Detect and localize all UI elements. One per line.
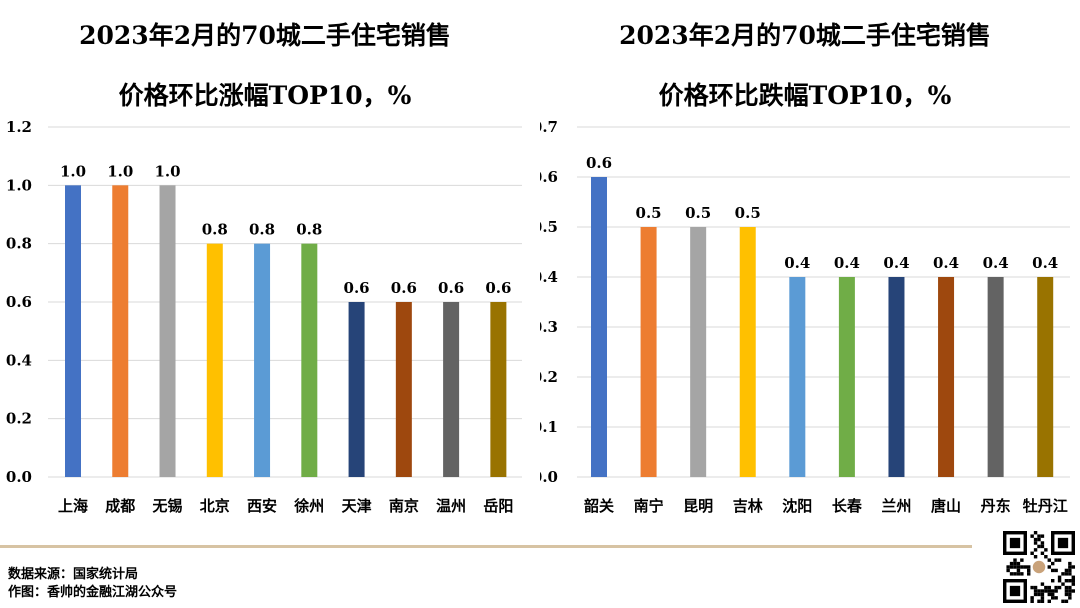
data-label: 0.6 (391, 279, 417, 297)
bar (739, 227, 756, 477)
category-label: 岳阳 (483, 497, 513, 515)
chart-title-right: 2023年2月的70城二手住宅销售 价格环比跌幅TOP10，% (570, 6, 1040, 126)
data-label: 0.5 (735, 204, 761, 222)
category-label: 温州 (436, 497, 466, 515)
bar (938, 277, 955, 477)
y-tick-label: 0.5 (540, 218, 558, 236)
data-label: 0.4 (784, 254, 810, 272)
category-label: 长春 (832, 497, 862, 515)
bar (206, 243, 223, 477)
chart-title-left-line1: 2023年2月的70城二手住宅销售 (79, 21, 451, 50)
bar (65, 185, 81, 478)
data-label: 0.4 (883, 254, 909, 272)
bar (888, 277, 905, 477)
data-label: 0.4 (933, 254, 959, 272)
category-label: 成都 (105, 497, 135, 515)
y-tick-label: 0.1 (540, 418, 558, 436)
category-label: 无锡 (152, 497, 183, 515)
bar (348, 302, 365, 477)
category-label: 南京 (389, 497, 419, 515)
data-label: 0.6 (344, 279, 370, 297)
category-label: 沈阳 (782, 497, 812, 515)
bar (987, 277, 1004, 477)
bar (443, 302, 460, 477)
y-tick-label: 0.3 (540, 318, 558, 336)
data-label: 1.0 (154, 162, 180, 180)
y-tick-label: 0.0 (6, 468, 32, 486)
bar (301, 243, 318, 477)
bar (490, 302, 507, 477)
bar (1037, 277, 1054, 477)
y-tick-label: 0.4 (540, 268, 558, 286)
category-label: 南宁 (634, 497, 664, 515)
bar (690, 227, 707, 477)
y-tick-label: 1.2 (6, 118, 32, 136)
bar (640, 227, 657, 477)
category-label: 兰州 (881, 497, 911, 515)
y-tick-label: 0.8 (6, 235, 32, 253)
y-tick-label: 0.2 (6, 410, 32, 428)
data-label: 0.4 (834, 254, 860, 272)
category-label: 徐州 (293, 497, 324, 515)
category-label: 吉林 (733, 497, 764, 515)
y-tick-label: 1.0 (6, 176, 32, 194)
y-tick-label: 0.4 (6, 351, 32, 369)
data-label: 0.8 (202, 221, 228, 239)
category-label: 牡丹江 (1023, 497, 1068, 515)
category-label: 西安 (247, 497, 277, 515)
bar-chart-fall: 0.0 0.1 0.2 0.3 0.4 0.5 0.6 0.7 0.6 韶关 0.5 南宁 0.5 昆明 0… (540, 118, 1070, 515)
y-tick-label: 0.7 (540, 118, 558, 136)
bar (395, 302, 412, 477)
category-label: 韶关 (584, 497, 614, 515)
data-label: 0.6 (438, 279, 464, 297)
y-tick-label: 0.0 (540, 468, 558, 486)
category-label: 北京 (200, 497, 230, 515)
category-label: 上海 (58, 497, 88, 515)
y-tick-label: 0.6 (6, 293, 32, 311)
qr-code-icon (1003, 531, 1075, 603)
author-note: 作图：香帅的金融江湖公众号 (8, 585, 178, 600)
bar (159, 185, 176, 478)
source-note: 数据来源：国家统计局 (8, 567, 139, 582)
y-tick-label: 0.6 (540, 168, 558, 186)
category-label: 丹东 (981, 497, 1011, 515)
data-label: 0.5 (685, 204, 711, 222)
data-label: 0.5 (636, 204, 662, 222)
chart-title-right-line1: 2023年2月的70城二手住宅销售 (619, 21, 991, 50)
data-label: 0.6 (485, 279, 511, 297)
chart-title-left-line2: 价格环比涨幅TOP10，% (118, 81, 412, 110)
data-label: 1.0 (60, 162, 86, 180)
bar (591, 177, 607, 477)
chart-title-right-line2: 价格环比跌幅TOP10，% (658, 81, 952, 110)
bar-chart-rise: 0.0 0.2 0.4 0.6 0.8 1.0 1.2 1.0 上海 1.0 成都 1.0 无锡 0.8 北… (6, 118, 522, 515)
chart-title-left: 2023年2月的70城二手住宅销售 价格环比涨幅TOP10，% (30, 6, 500, 126)
category-label: 天津 (342, 497, 372, 515)
category-label: 唐山 (931, 497, 961, 515)
data-label: 0.6 (586, 154, 612, 172)
category-label: 昆明 (683, 497, 713, 515)
data-label: 1.0 (107, 162, 133, 180)
data-label: 0.4 (983, 254, 1009, 272)
data-label: 0.4 (1032, 254, 1058, 272)
y-tick-label: 0.2 (540, 368, 558, 386)
bar (254, 243, 271, 477)
bar (789, 277, 806, 477)
bar (112, 185, 129, 478)
data-label: 0.8 (249, 221, 275, 239)
footer-divider (0, 545, 972, 548)
bar (838, 277, 855, 477)
data-label: 0.8 (296, 221, 322, 239)
